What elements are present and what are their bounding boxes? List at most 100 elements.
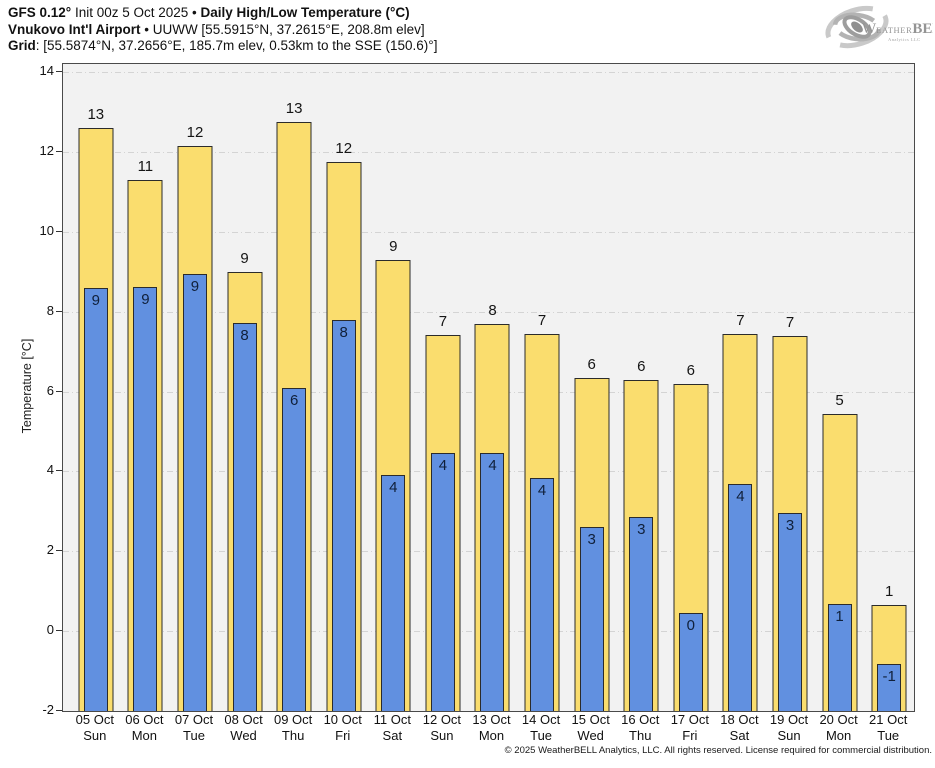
x-tick-day: Sun xyxy=(430,728,454,743)
gridline-10 xyxy=(63,231,914,233)
y-tick-mark-0 xyxy=(56,630,62,632)
x-tick-15-oct: 15 Oct Wed xyxy=(566,712,616,744)
x-tick-day: Sat xyxy=(729,728,750,743)
low-value-label: 6 xyxy=(289,391,299,409)
x-tick-date: 15 Oct xyxy=(571,712,610,727)
gridline-12 xyxy=(63,151,914,153)
logo-w: W xyxy=(862,21,877,37)
logo-subtext: Analytics LLC xyxy=(888,37,921,42)
y-tick-label-10: 10 xyxy=(39,222,54,238)
x-tick-day: Fri xyxy=(335,728,351,743)
bar-group-21-oct: 1 -1 xyxy=(864,64,914,711)
low-value-label: 4 xyxy=(736,488,745,506)
low-bar xyxy=(728,484,753,711)
gridline-8 xyxy=(63,311,914,313)
x-tick-09-oct: 09 Oct Thu xyxy=(268,712,318,744)
x-tick-07-oct: 07 Oct Tue xyxy=(169,712,219,744)
copyright-notice: © 2025 WeatherBELL Analytics, LLC. All r… xyxy=(504,745,932,756)
station-separator: • xyxy=(140,21,153,37)
low-value-label: 4 xyxy=(389,479,398,497)
high-value-label: 7 xyxy=(785,314,795,332)
x-tick-20-oct: 20 Oct Mon xyxy=(814,712,864,744)
low-bar xyxy=(331,319,356,711)
high-value-label: 13 xyxy=(87,105,105,123)
x-tick-date: 07 Oct xyxy=(174,712,214,727)
high-value-label: 13 xyxy=(285,99,303,117)
bar-group-07-oct: 12 9 xyxy=(170,64,220,711)
x-tick-day: Tue xyxy=(530,728,553,743)
y-tick-mark--2 xyxy=(56,710,62,711)
low-bar xyxy=(430,452,455,711)
y-tick-label-6: 6 xyxy=(46,382,54,398)
low-value-label: 3 xyxy=(587,531,596,549)
x-tick-date: 05 Oct xyxy=(75,712,114,727)
logo-wordmark: WEATHERBELL xyxy=(862,21,933,37)
low-bar xyxy=(381,475,406,711)
bar-group-05-oct: 13 9 xyxy=(71,64,121,711)
x-tick-day: Tue xyxy=(877,728,900,743)
bar-group-06-oct: 11 9 xyxy=(121,64,171,711)
x-tick-date: 18 Oct xyxy=(720,712,759,727)
y-tick-label-12: 12 xyxy=(39,142,54,158)
low-bar xyxy=(778,512,803,711)
x-tick-day: Mon xyxy=(131,728,158,743)
high-value-label: 9 xyxy=(240,249,249,267)
x-tick-day: Thu xyxy=(281,728,305,743)
x-tick-18-oct: 18 Oct Sat xyxy=(715,712,765,744)
low-bar xyxy=(182,273,207,711)
chart-header: GFS 0.12° Init 00z 5 Oct 2025 • Daily Hi… xyxy=(8,5,437,55)
x-tick-day: Tue xyxy=(183,728,205,743)
x-tick-16-oct: 16 Oct Thu xyxy=(615,712,665,744)
init-info: Init 00z 5 Oct 2025 • xyxy=(71,5,201,20)
low-value-label: 9 xyxy=(190,277,200,295)
page-title: Daily High/Low Temperature (°C) xyxy=(200,5,410,20)
x-tick-date: 17 Oct xyxy=(670,712,709,727)
logo-bell: BELL xyxy=(912,21,933,37)
bar-group-10-oct: 12 8 xyxy=(319,64,369,711)
y-tick-mark-14 xyxy=(56,71,62,72)
logo-eather: EATHER xyxy=(876,25,912,35)
low-value-label: 4 xyxy=(537,482,547,500)
x-tick-11-oct: 11 Oct Sat xyxy=(368,712,418,744)
y-tick-mark-2 xyxy=(56,550,62,552)
low-value-label: -1 xyxy=(882,667,896,685)
x-tick-date: 11 Oct xyxy=(373,712,411,727)
low-bar xyxy=(480,453,505,711)
x-tick-date: 16 Oct xyxy=(621,712,660,727)
high-value-label: 12 xyxy=(186,123,204,141)
low-value-label: 3 xyxy=(785,516,795,534)
y-tick-label-4: 4 xyxy=(46,462,54,478)
gridline-14 xyxy=(63,72,914,73)
high-value-label: 7 xyxy=(736,311,745,329)
x-tick-date: 20 Oct xyxy=(819,712,858,727)
y-tick-mark-4 xyxy=(56,470,62,472)
x-tick-day: Thu xyxy=(629,728,652,743)
station-details: UUWW [55.5915°N, 37.2615°E, 208.8m elev] xyxy=(152,21,425,37)
high-value-label: 6 xyxy=(686,361,695,379)
x-tick-date: 21 Oct xyxy=(869,712,908,727)
header-line-3: Grid: [55.5874°N, 37.2656°E, 185.7m elev… xyxy=(8,38,437,55)
low-bar xyxy=(877,663,902,711)
low-value-label: 4 xyxy=(438,456,448,474)
station-name: Vnukovo Int'l Airport xyxy=(8,21,141,37)
x-tick-17-oct: 17 Oct Fri xyxy=(665,712,715,744)
low-bar xyxy=(530,478,555,711)
hurricane-swirl-icon xyxy=(825,5,889,49)
grid-label: Grid xyxy=(8,38,36,53)
grid-details: : [55.5874°N, 37.2656°E, 185.7m elev, 0.… xyxy=(35,38,438,53)
x-tick-day: Sat xyxy=(382,728,403,743)
x-tick-13-oct: 13 Oct Mon xyxy=(467,712,517,744)
low-bar xyxy=(579,527,604,711)
y-tick-label-2: 2 xyxy=(46,542,54,558)
header-line-1: GFS 0.12° Init 00z 5 Oct 2025 • Daily Hi… xyxy=(8,5,437,22)
x-tick-21-oct: 21 Oct Tue xyxy=(863,712,913,744)
x-tick-date: 10 Oct xyxy=(323,712,362,727)
high-value-label: 6 xyxy=(637,357,646,375)
